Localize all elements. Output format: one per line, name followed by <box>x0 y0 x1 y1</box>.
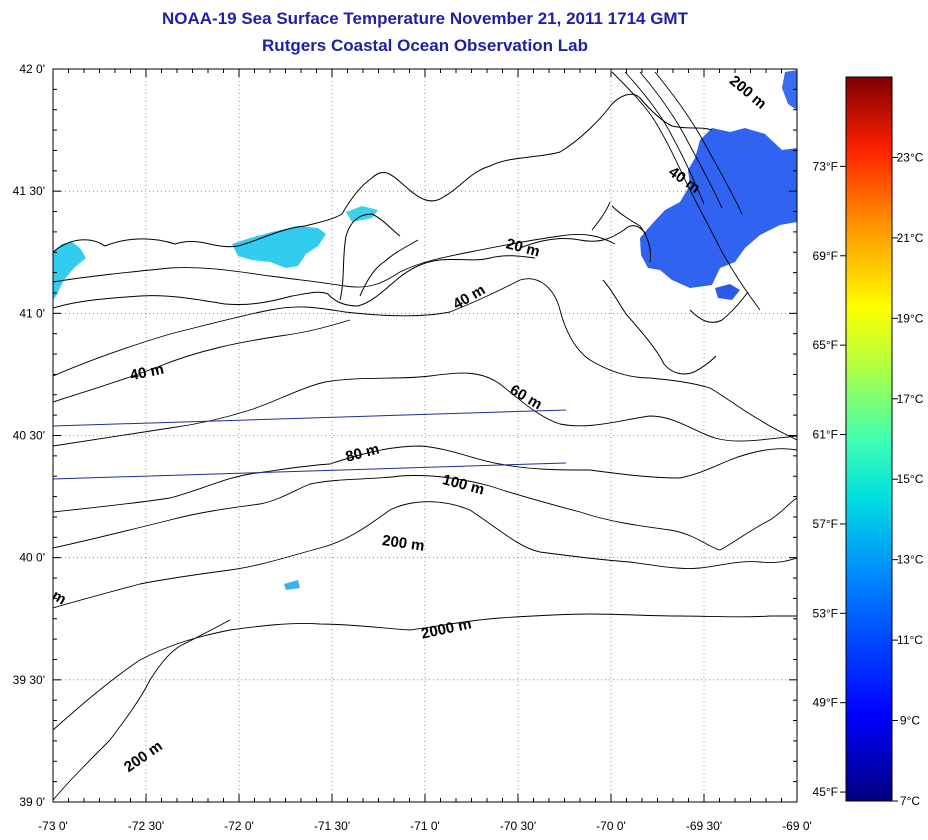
y-tick-label: 41 0' <box>19 306 45 320</box>
contour-60m <box>53 372 797 447</box>
contour-2000m <box>53 613 797 731</box>
colorbar-label-c: 21°C <box>897 231 924 245</box>
x-tick-label: -70 0' <box>596 819 626 833</box>
colorbar-label-c: 7°C <box>900 794 920 808</box>
colorbar-label-f: 61°F <box>813 428 838 442</box>
contour-40m-east <box>53 278 797 441</box>
colorbar-label-c: 15°C <box>897 472 924 486</box>
colorbar-label-f: 73°F <box>813 159 838 173</box>
colorbar-label-f: 65°F <box>813 338 838 352</box>
colorbar-label-c: 11°C <box>897 633 923 647</box>
x-tick-label: -73 0' <box>38 819 68 833</box>
map-subtitle: Rutgers Coastal Ocean Observation Lab <box>262 36 588 55</box>
sst-offshore-patch-small <box>715 284 740 300</box>
temperature-colorbar <box>845 76 893 802</box>
bathymetry-contours <box>53 71 797 801</box>
x-tick-label: -70 30' <box>500 819 536 833</box>
colorbar-label-f: 45°F <box>813 785 838 799</box>
contour-label: 40 m <box>128 361 165 385</box>
y-tick-label: 39 0' <box>19 795 45 809</box>
sst-patches <box>53 70 797 590</box>
axis-tick-labels: -73 0' -72 30' -72 0' -71 30' -71 0' -70 30' -… <box>13 62 812 833</box>
colorbar-label-c: 19°C <box>897 311 924 325</box>
contour-label: 200 m <box>381 532 425 555</box>
sst-speck <box>284 580 300 590</box>
colorbar-label-c: 13°C <box>897 553 924 567</box>
y-tick-label: 40 0' <box>19 551 45 565</box>
y-tick-label: 39 30' <box>13 673 45 687</box>
x-tick-label: -69 0' <box>782 819 812 833</box>
x-tick-label: -72 30' <box>128 819 164 833</box>
colorbar-label-c: 23°C <box>897 150 924 164</box>
lat-lon-grid <box>53 69 797 802</box>
x-tick-label: -72 0' <box>224 819 254 833</box>
sst-sound-patch-east <box>232 226 326 268</box>
x-tick-label: -71 30' <box>314 819 350 833</box>
colorbar-label-c: 9°C <box>900 714 920 728</box>
colorbar-label-f: 49°F <box>813 696 838 710</box>
sst-sound-patch-west <box>53 242 86 300</box>
sst-offshore-patch <box>640 128 797 288</box>
y-tick-label: 42 0' <box>19 62 45 76</box>
sst-offshore-patch-north <box>782 70 797 110</box>
y-tick-label: 41 30' <box>13 184 45 198</box>
colorbar-label-f: 69°F <box>813 249 838 263</box>
contour-20m <box>53 233 616 288</box>
coastline <box>53 93 749 375</box>
y-tick-label: 40 30' <box>13 429 45 443</box>
contour-40m-west <box>53 319 351 403</box>
transect-line-north <box>53 409 567 427</box>
contour-200m-south <box>53 619 231 801</box>
contour-80m <box>53 445 797 513</box>
contour-200m-north <box>611 71 761 311</box>
colorbar-labels: 23°C 21°C 19°C 17°C 15°C 13°C 11°C 9°C 7°C 73°F 69… <box>813 150 924 808</box>
transect-line-south <box>53 462 567 480</box>
x-tick-label: -71 0' <box>410 819 440 833</box>
contour-200m <box>53 501 797 609</box>
sst-sound-patch-bay <box>346 206 378 222</box>
colorbar-label-f: 53°F <box>813 606 838 620</box>
axis-ticks <box>52 68 798 803</box>
contour-100m <box>53 475 797 551</box>
colorbar-label-f: 57°F <box>813 517 838 531</box>
x-tick-label: -69 30' <box>686 819 722 833</box>
transect-lines <box>53 409 567 480</box>
map-title: NOAA-19 Sea Surface Temperature November… <box>162 9 688 28</box>
colorbar-label-c: 17°C <box>897 392 924 406</box>
